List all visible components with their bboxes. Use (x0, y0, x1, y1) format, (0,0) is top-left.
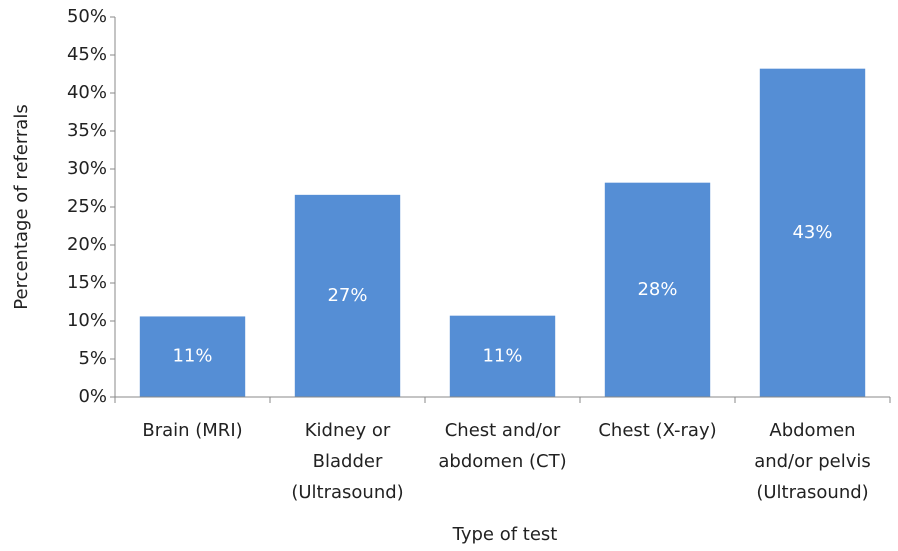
x-tick-label: Abdomen and/or pelvis (Ultrasound) (754, 420, 871, 503)
y-tick-label: 20% (67, 234, 107, 255)
y-tick-label: 5% (78, 348, 107, 369)
value-label: 43% (792, 222, 832, 243)
x-tick-label: Chest and/or abdomen (CT) (438, 420, 567, 472)
y-tick-label: 50% (67, 6, 107, 27)
y-tick-label: 35% (67, 120, 107, 141)
bar (294, 194, 401, 397)
y-tick-label: 10% (67, 310, 107, 331)
bar (759, 68, 866, 398)
y-tick-label: 25% (67, 196, 107, 217)
y-tick-label: 30% (67, 158, 107, 179)
bar (604, 182, 711, 397)
value-label: 27% (327, 285, 367, 306)
bar (139, 316, 246, 397)
value-label: 11% (482, 345, 522, 366)
y-tick-label: 45% (67, 44, 107, 65)
y-axis-title: Percentage of referrals (11, 104, 32, 309)
value-label: 11% (172, 346, 212, 367)
bar (449, 315, 556, 397)
value-label: 28% (637, 279, 677, 300)
y-tick-label: 40% (67, 82, 107, 103)
x-axis-title: Type of test (452, 524, 558, 545)
x-tick-label: Kidney or Bladder (Ultrasound) (291, 420, 404, 503)
y-tick-label: 0% (78, 386, 107, 407)
y-tick-label: 15% (67, 272, 107, 293)
x-tick-label: Chest (X-ray) (598, 420, 717, 441)
x-tick-label: Brain (MRI) (142, 420, 243, 441)
